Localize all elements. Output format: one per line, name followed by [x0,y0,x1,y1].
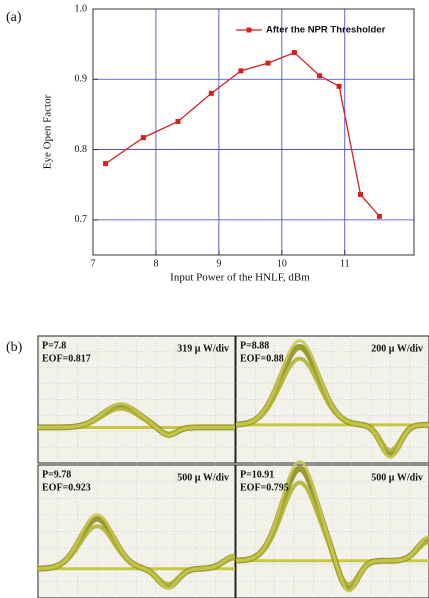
data-point [358,192,363,198]
eye-scale: 319 μ W/div [177,343,229,354]
x-tick-label: 10 [277,258,287,269]
y-axis-label: Eye Open Factor [42,94,54,169]
y-tick-label: 0.8 [75,144,88,155]
eye-eof: EOF=0.795 [240,482,289,493]
eye-trace [235,459,429,593]
x-tick-label: 8 [153,258,158,269]
eye-trace [235,356,429,453]
eye-eof: EOF=0.88 [240,353,284,364]
eye-power: P=9.78 [42,469,71,480]
eye-trace [38,513,236,590]
x-tick-label: 9 [216,258,221,269]
data-point [376,213,382,219]
y-tick-label: 1.0 [75,3,88,14]
data-point [208,90,214,96]
panel-label: (a) [6,10,22,25]
data-point [317,73,323,79]
panel-label: (b) [6,340,23,355]
legend-label: After the NPR Thresholder [266,25,386,36]
eye-diagram: P=7.8 EOF=0.817 319 μ W/div [37,335,236,464]
eye-scale: 500 μ W/div [177,472,229,483]
y-tick-label: 0.7 [75,214,88,225]
eye-eof: EOF=0.817 [42,353,91,364]
data-point [291,50,297,56]
eye-power: P=10.91 [240,469,274,480]
series-line [105,51,380,217]
legend-marker [246,27,252,33]
eye-trace [235,339,429,459]
x-tick-label: 7 [91,258,96,269]
eye-trace [38,402,235,437]
plot-frame [92,8,415,256]
y-tick-label: 0.9 [75,74,88,85]
eye-scale: 200 μ W/div [371,343,423,354]
data-point [175,118,181,124]
x-axis-label: Input Power of the HNLF, dBm [170,272,310,284]
eye-eof: EOF=0.923 [42,482,91,493]
eye-power: P=7.8 [42,340,66,351]
data-point [140,135,146,141]
data-point [103,161,109,167]
data-point [238,68,244,74]
data-point [265,60,271,66]
eye-diagram: P=9.78 EOF=0.923 500 μ W/div [37,464,236,598]
eye-diagram: P=8.88 EOF=0.88 200 μ W/div [235,335,429,464]
eye-scale: 500 μ W/div [371,472,423,483]
eye-diagram: P=10.91 EOF=0.795 500 μ W/div [235,459,429,598]
eye-power: P=8.88 [240,340,269,351]
data-point [336,83,342,89]
x-tick-label: 11 [340,258,350,269]
